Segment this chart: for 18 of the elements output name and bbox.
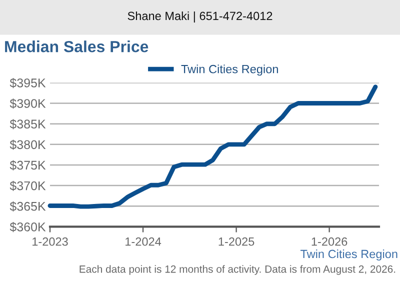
x-tick-label: 1-2025	[218, 237, 254, 246]
y-tick-label: $375K	[10, 160, 46, 170]
y-tick-label: $360K	[10, 222, 46, 232]
y-tick-label: $395K	[10, 78, 46, 88]
x-tick-label: 1-2026	[312, 237, 348, 246]
legend-label: Twin Cities Region	[181, 64, 278, 76]
x-tick-label: 1-2024	[126, 237, 162, 246]
x-tick-label: 1-2023	[32, 237, 68, 246]
text: Twin Cities Region	[300, 249, 398, 261]
chart-title: Median Sales Price	[5, 40, 148, 52]
y-tick-label: $380K	[10, 140, 46, 150]
line-series	[48, 84, 378, 209]
text: Each data point is 12 months of activity. Data is from August 2, 2026.	[80, 265, 396, 275]
y-tick-label: $390K	[10, 98, 46, 109]
y-tick-label: $370K	[10, 180, 46, 191]
y-tick-label: $385K	[10, 119, 46, 130]
text: Shane Maki | 651-472-4012	[128, 11, 272, 23]
y-tick-label: $365K	[10, 201, 46, 212]
